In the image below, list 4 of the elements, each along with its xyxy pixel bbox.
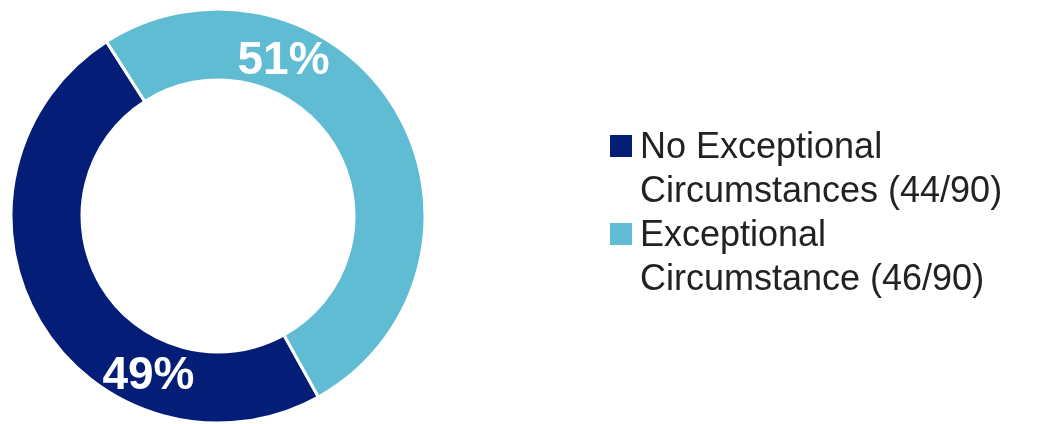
legend-label: Exceptional Circumstance (46/90) (640, 212, 986, 300)
data-label: 51% (237, 31, 330, 84)
legend-label: No Exceptional Circumstances (44/90) (640, 124, 1004, 212)
data-label: 49% (102, 346, 195, 399)
